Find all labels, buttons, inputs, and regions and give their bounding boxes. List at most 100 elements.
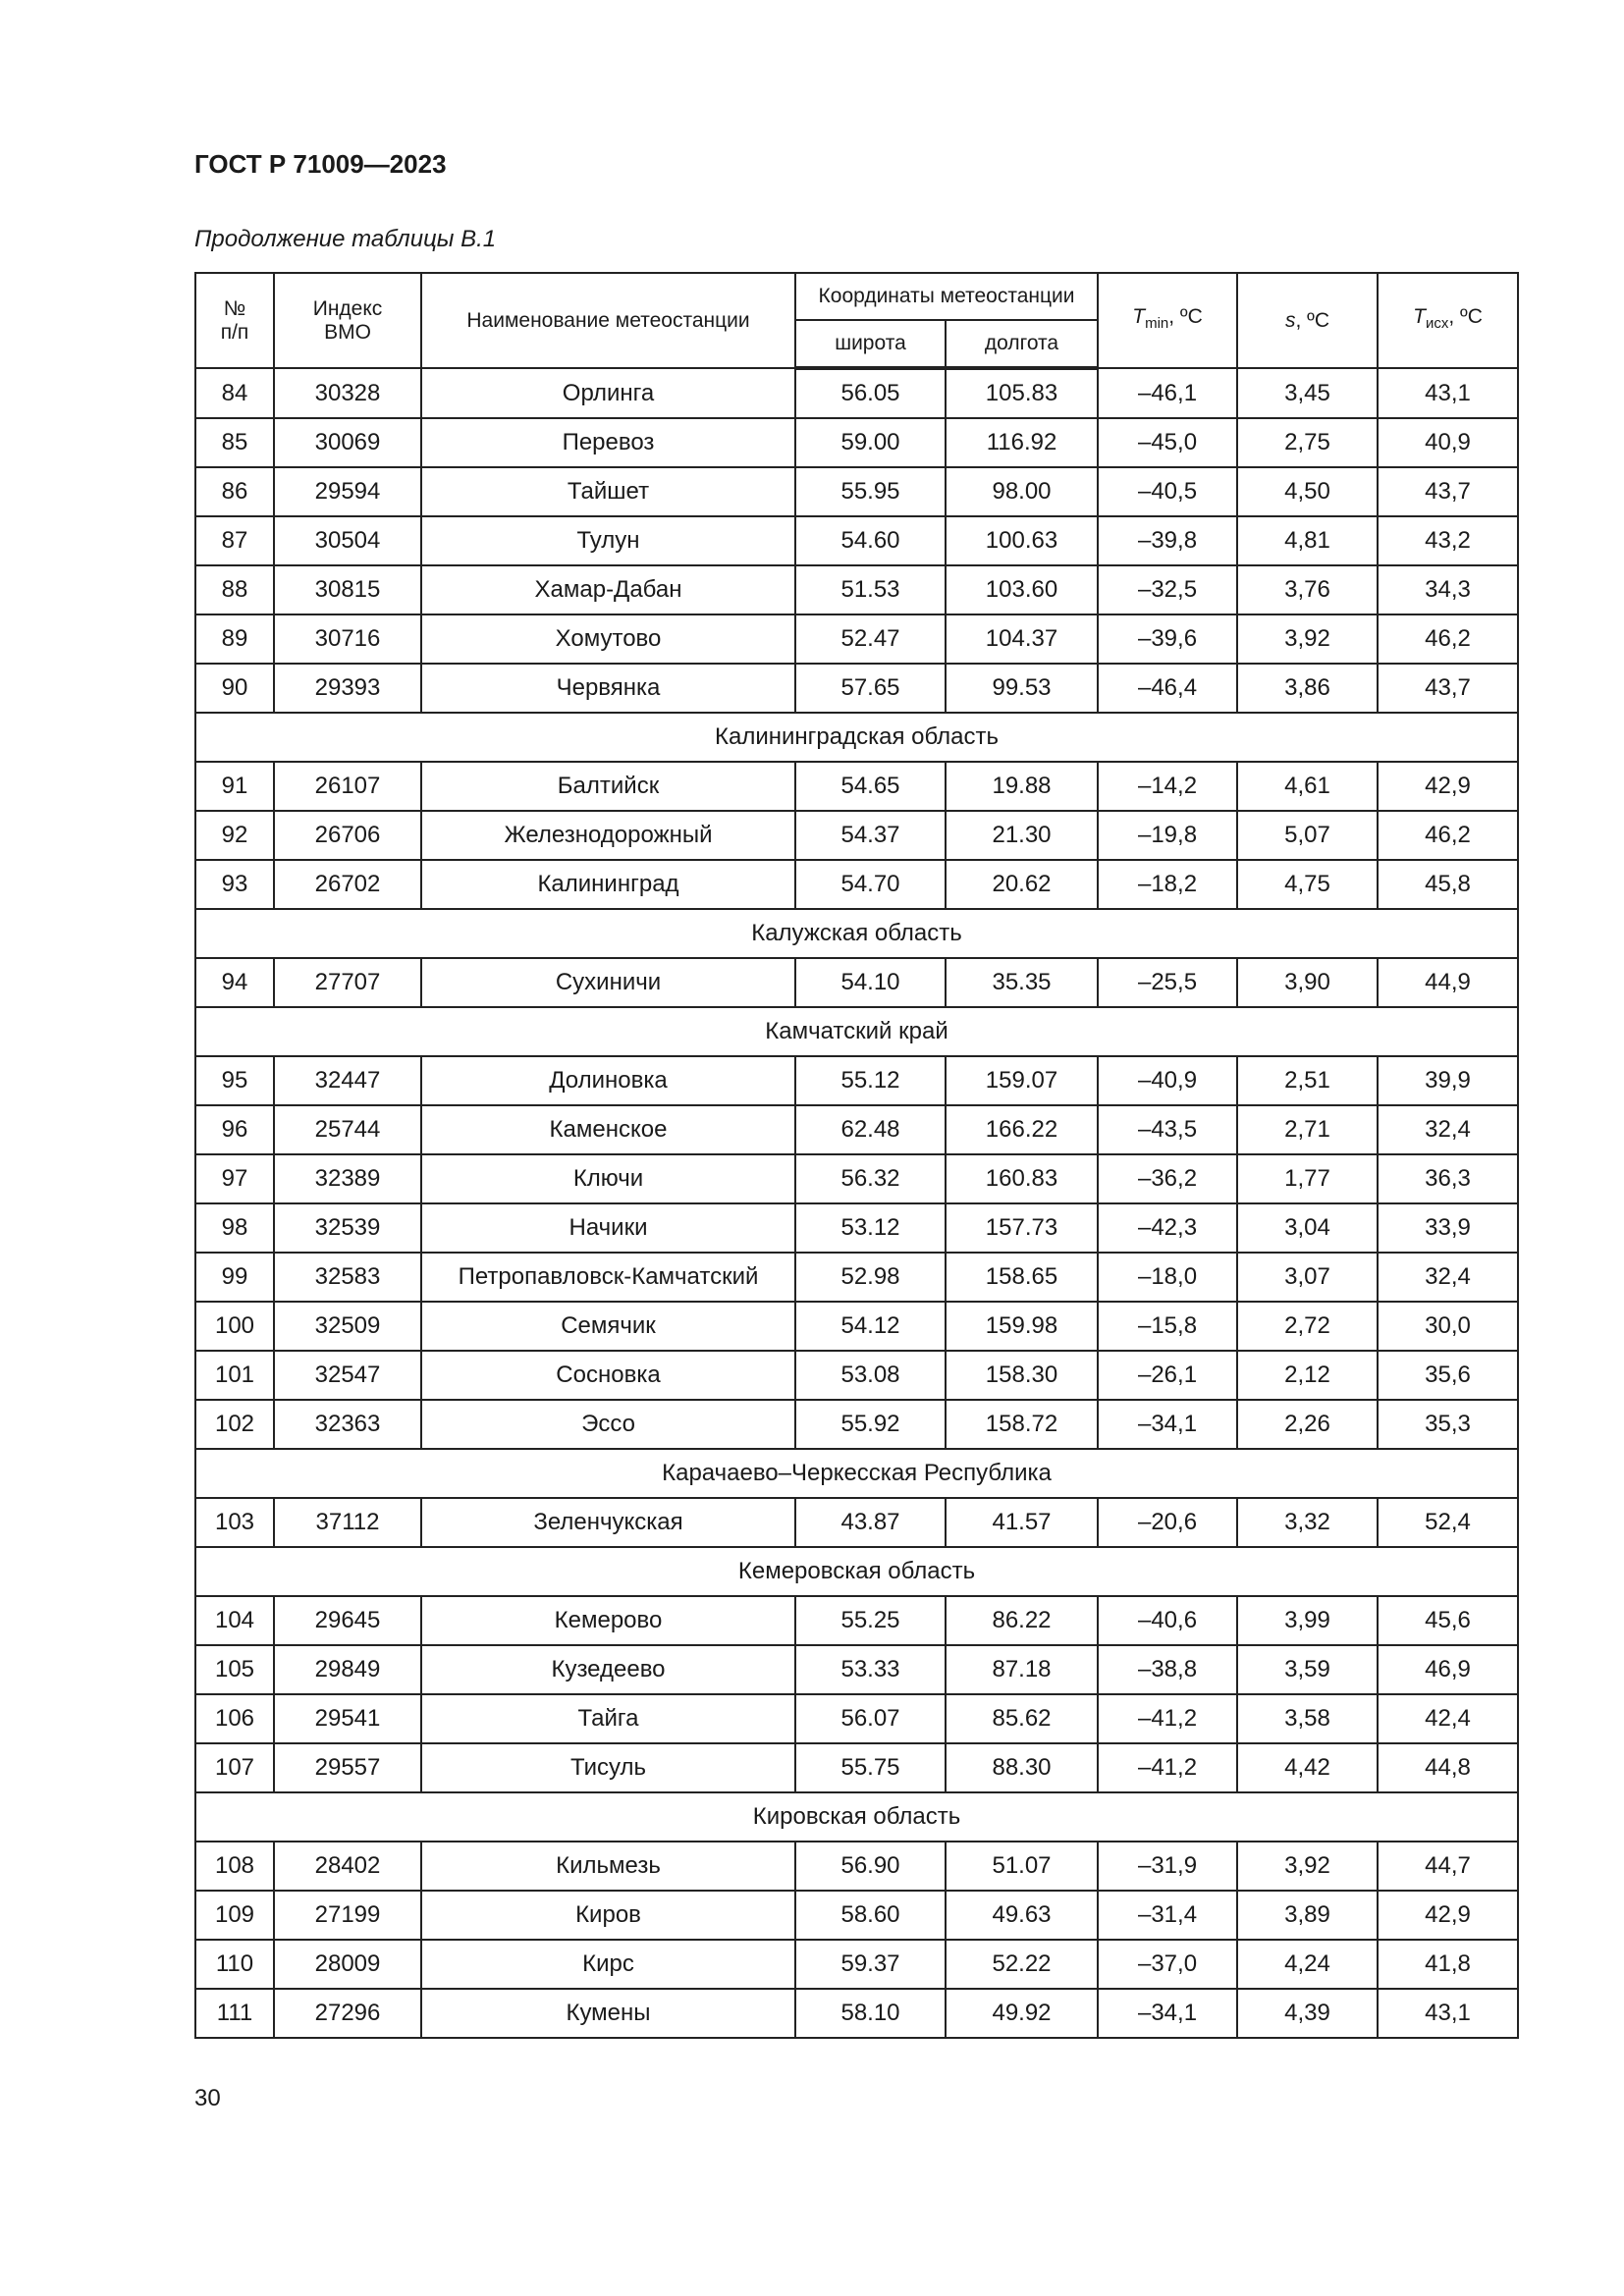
latitude: 51.53 — [794, 564, 947, 615]
wmo-index: 29557 — [273, 1742, 422, 1793]
station-name: Кильмезь — [420, 1841, 796, 1892]
s-value: 3,04 — [1236, 1202, 1380, 1254]
header-cell: Наименование метеостанции — [420, 272, 796, 369]
t-isx: 46,2 — [1377, 614, 1520, 665]
s-value: 3,99 — [1236, 1595, 1380, 1646]
row-number: 106 — [194, 1693, 275, 1744]
header-text: п/п — [220, 320, 249, 344]
row-number: 88 — [194, 564, 275, 615]
data-row: 97 32389 Ключи 56.32 160.83 –36,2 1,77 36,3 — [194, 1153, 1520, 1204]
wmo-index: 28009 — [273, 1939, 422, 1990]
wmo-index: 32539 — [273, 1202, 422, 1254]
data-row: 103 37112 Зеленчукская 43.87 41.57 –20,6 3,32 5… — [194, 1497, 1520, 1548]
latitude: 43.87 — [794, 1497, 947, 1548]
longitude: 98.00 — [944, 466, 1100, 517]
t-isx: 44,9 — [1377, 957, 1520, 1008]
t-isx: 44,7 — [1377, 1841, 1520, 1892]
t-isx: 42,9 — [1377, 761, 1520, 812]
s-value: 4,81 — [1236, 515, 1380, 566]
wmo-index: 28402 — [273, 1841, 422, 1892]
row-number: 87 — [194, 515, 275, 566]
data-row: 86 29594 Тайшет 55.95 98.00 –40,5 4,50 43,7 — [194, 466, 1520, 517]
t-isx: 43,2 — [1377, 515, 1520, 566]
wmo-index: 32447 — [273, 1055, 422, 1106]
header-cell: Tmin, ºC — [1097, 272, 1239, 369]
row-number: 109 — [194, 1890, 275, 1941]
t-isx: 42,4 — [1377, 1693, 1520, 1744]
latitude: 54.60 — [794, 515, 947, 566]
wmo-index: 29594 — [273, 466, 422, 517]
t-isx: 32,4 — [1377, 1104, 1520, 1155]
longitude: 159.98 — [944, 1301, 1100, 1352]
latitude: 56.32 — [794, 1153, 947, 1204]
region-name: Камчатский край — [193, 1006, 1520, 1057]
row-number: 101 — [194, 1350, 275, 1401]
data-row: 85 30069 Перевоз 59.00 116.92 –45,0 2,75 40,9 — [194, 417, 1520, 468]
s-value: 3,90 — [1236, 957, 1380, 1008]
s-value: 5,07 — [1236, 810, 1380, 861]
station-name: Перевоз — [420, 417, 796, 468]
wmo-index: 27296 — [273, 1988, 422, 2039]
wmo-index: 30504 — [273, 515, 422, 566]
data-row: 100 32509 Семячик 54.12 159.98 –15,8 2,72 30,0 — [194, 1301, 1520, 1352]
region-name: Калининградская область — [193, 712, 1520, 763]
row-number: 105 — [194, 1644, 275, 1695]
t-min: –40,9 — [1097, 1055, 1239, 1106]
header-cell: Координаты метеостанции — [793, 272, 1100, 321]
s-value: 3,07 — [1236, 1252, 1380, 1303]
t-isx: 35,6 — [1377, 1350, 1520, 1401]
station-name: Кирс — [420, 1939, 796, 1990]
s-value: 1,77 — [1236, 1153, 1380, 1204]
latitude: 54.65 — [794, 761, 947, 812]
data-row: 88 30815 Хамар-Дабан 51.53 103.60 –32,5 3,76 34… — [194, 564, 1520, 615]
longitude: 52.22 — [944, 1939, 1100, 1990]
s-value: 4,61 — [1236, 761, 1380, 812]
longitude: 158.30 — [944, 1350, 1100, 1401]
header-cell: № п/п — [194, 272, 275, 369]
station-name: Начики — [420, 1202, 796, 1254]
unit: , ºC — [1448, 305, 1483, 328]
symbol: T — [1413, 305, 1426, 328]
data-row: 105 29849 Кузедеево 53.33 87.18 –38,8 3,59 46,9 — [194, 1644, 1520, 1695]
station-name: Червянка — [420, 663, 796, 714]
s-value: 4,39 — [1236, 1988, 1380, 2039]
symbol: s — [1285, 308, 1296, 332]
region-row: Камчатский край — [193, 1006, 1520, 1057]
t-min: –19,8 — [1097, 810, 1239, 861]
latitude: 54.10 — [794, 957, 947, 1008]
region-row: Калужская область — [193, 908, 1520, 959]
latitude: 53.12 — [794, 1202, 947, 1254]
row-number: 86 — [194, 466, 275, 517]
row-number: 94 — [194, 957, 275, 1008]
latitude: 55.25 — [794, 1595, 947, 1646]
station-name: Эссо — [420, 1399, 796, 1450]
subscript: min — [1145, 315, 1169, 332]
latitude: 53.08 — [794, 1350, 947, 1401]
data-row: 95 32447 Долиновка 55.12 159.07 –40,9 2,51 39,9 — [194, 1055, 1520, 1106]
row-number: 110 — [194, 1939, 275, 1990]
header-row: № п/п Индекс ВМО Наименование метеостанции… — [194, 272, 1520, 369]
t-min: –36,2 — [1097, 1153, 1239, 1204]
header-cell: s, ºC — [1236, 272, 1380, 369]
row-number: 97 — [194, 1153, 275, 1204]
t-min: –40,5 — [1097, 466, 1239, 517]
longitude: 88.30 — [944, 1742, 1100, 1793]
longitude: 87.18 — [944, 1644, 1100, 1695]
stations-table: № п/п Индекс ВМО Наименование метеостанции… — [193, 272, 1520, 2039]
station-name: Зеленчукская — [420, 1497, 796, 1548]
longitude: 158.65 — [944, 1252, 1100, 1303]
wmo-index: 29393 — [273, 663, 422, 714]
t-isx: 39,9 — [1377, 1055, 1520, 1106]
station-name: Хамар-Дабан — [420, 564, 796, 615]
region-name: Карачаево–Черкесская Республика — [193, 1448, 1520, 1499]
data-row: 89 30716 Хомутово 52.47 104.37 –39,6 3,92 46,2 — [194, 614, 1520, 665]
s-value: 4,50 — [1236, 466, 1380, 517]
header-cell: долгота — [944, 319, 1100, 370]
station-name: Тисуль — [420, 1742, 796, 1793]
station-name: Каменское — [420, 1104, 796, 1155]
region-row: Кемеровская область — [193, 1546, 1520, 1597]
longitude: 35.35 — [944, 957, 1100, 1008]
wmo-index: 26107 — [273, 761, 422, 812]
t-min: –43,5 — [1097, 1104, 1239, 1155]
data-row: 110 28009 Кирс 59.37 52.22 –37,0 4,24 41,8 — [194, 1939, 1520, 1990]
